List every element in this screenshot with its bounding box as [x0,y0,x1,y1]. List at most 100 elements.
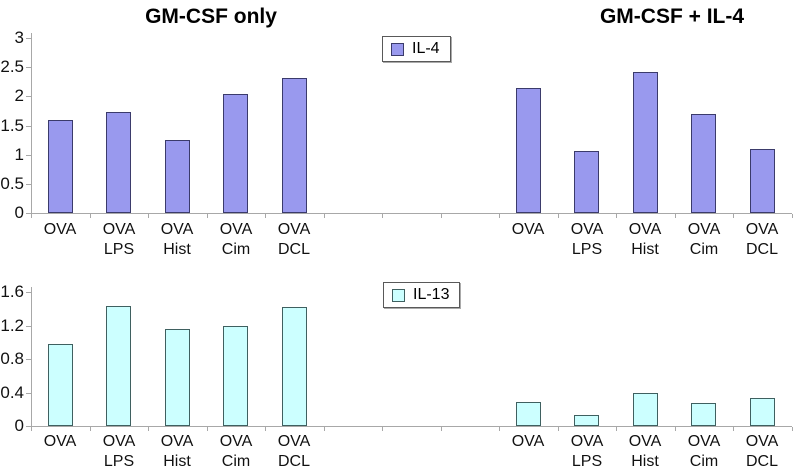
x-category-label: OVA Cim [219,221,253,258]
x-axis-tick [148,427,149,431]
y-tick-label: 1 [14,145,24,164]
x-axis-tick [324,214,325,218]
y-axis-tick [26,213,31,214]
x-category-label: OVA [511,221,545,238]
legend-il13: IL-13 [383,282,461,308]
x-axis-line [31,426,792,427]
y-axis-tick [26,38,31,39]
y-axis-tick [26,359,31,360]
y-tick-label: 0 [14,203,24,222]
bar [633,72,658,213]
x-category-label: OVA Hist [160,433,194,468]
x-axis-tick [382,427,383,431]
x-category-label: OVA Cim [687,433,721,468]
x-category-label: OVA Hist [628,433,662,468]
y-tick-label: 3 [14,28,24,47]
bar [223,94,248,213]
y-tick-label: 0.8 [0,349,24,368]
x-category-label: OVA Hist [160,221,194,258]
x-axis-tick [382,214,383,218]
x-category-label: OVA [511,433,545,450]
x-axis-tick [675,427,676,431]
y-axis-line [31,33,32,213]
chart-title-gmcsf-only: GM-CSF only [145,5,277,28]
bar [691,114,716,213]
y-axis-tick [26,67,31,68]
x-axis-tick [675,214,676,218]
y-tick-label: 0 [14,416,24,435]
x-axis-tick [148,214,149,218]
x-category-label: OVA Hist [628,221,662,258]
x-category-label: OVA Cim [219,433,253,468]
x-category-label: OVA [43,221,77,238]
x-axis-tick [733,214,734,218]
x-category-label: OVA LPS [570,433,604,468]
bar [106,112,131,213]
bar [574,151,599,213]
bar [574,415,599,426]
x-category-label: OVA LPS [102,433,136,468]
bar [48,344,73,426]
x-axis-tick [324,427,325,431]
x-axis-tick [31,427,32,431]
x-axis-tick [616,427,617,431]
x-axis-tick [265,427,266,431]
bar [691,403,716,426]
y-axis-tick [26,292,31,293]
x-axis-tick [207,427,208,431]
x-axis-tick [558,427,559,431]
y-tick-label: 1.2 [0,316,24,335]
y-tick-label: 0.5 [0,174,24,193]
bar [750,398,775,426]
bar [282,78,307,213]
y-axis-line [31,287,32,426]
y-axis-tick [26,393,31,394]
x-axis-tick [558,214,559,218]
x-axis-tick [616,214,617,218]
x-category-label: OVA DCL [745,221,779,258]
legend-label-il4: IL-4 [412,40,440,57]
bar [516,402,541,426]
x-category-label: OVA [43,433,77,450]
chart-title-gmcsf-plus-il4: GM-CSF + IL-4 [599,5,745,28]
x-category-label: OVA LPS [570,221,604,258]
bar [516,88,541,213]
legend-il4: IL-4 [382,36,451,62]
bar [750,149,775,213]
x-axis-tick [441,427,442,431]
x-axis-tick [733,427,734,431]
x-axis-tick [441,214,442,218]
legend-label-il13: IL-13 [413,286,450,303]
y-tick-label: 2.5 [0,57,24,76]
x-axis-tick [207,214,208,218]
y-axis-tick [26,326,31,327]
bar [282,307,307,426]
x-axis-tick [499,214,500,218]
bar [165,329,190,426]
y-axis-tick [26,126,31,127]
x-axis-tick [265,214,266,218]
x-axis-line [31,213,792,214]
x-category-label: OVA LPS [102,221,136,258]
x-category-label: OVA DCL [277,433,311,468]
x-axis-tick [90,214,91,218]
bar [48,120,73,213]
legend-swatch-il13-icon [392,288,405,302]
x-category-label: OVA DCL [745,433,779,468]
x-category-label: OVA DCL [277,221,311,258]
bar [165,140,190,213]
legend-swatch-il4-icon [391,42,404,56]
x-axis-tick [792,427,793,431]
y-axis-tick [26,96,31,97]
y-tick-label: 0.4 [0,383,24,402]
bar [106,306,131,426]
x-category-label: OVA Cim [687,221,721,258]
y-axis-tick [26,184,31,185]
y-tick-label: 1.5 [0,116,24,135]
bar [633,393,658,426]
y-tick-label: 2 [14,86,24,105]
x-axis-tick [31,214,32,218]
y-tick-label: 1.6 [0,282,24,301]
x-axis-tick [792,214,793,218]
